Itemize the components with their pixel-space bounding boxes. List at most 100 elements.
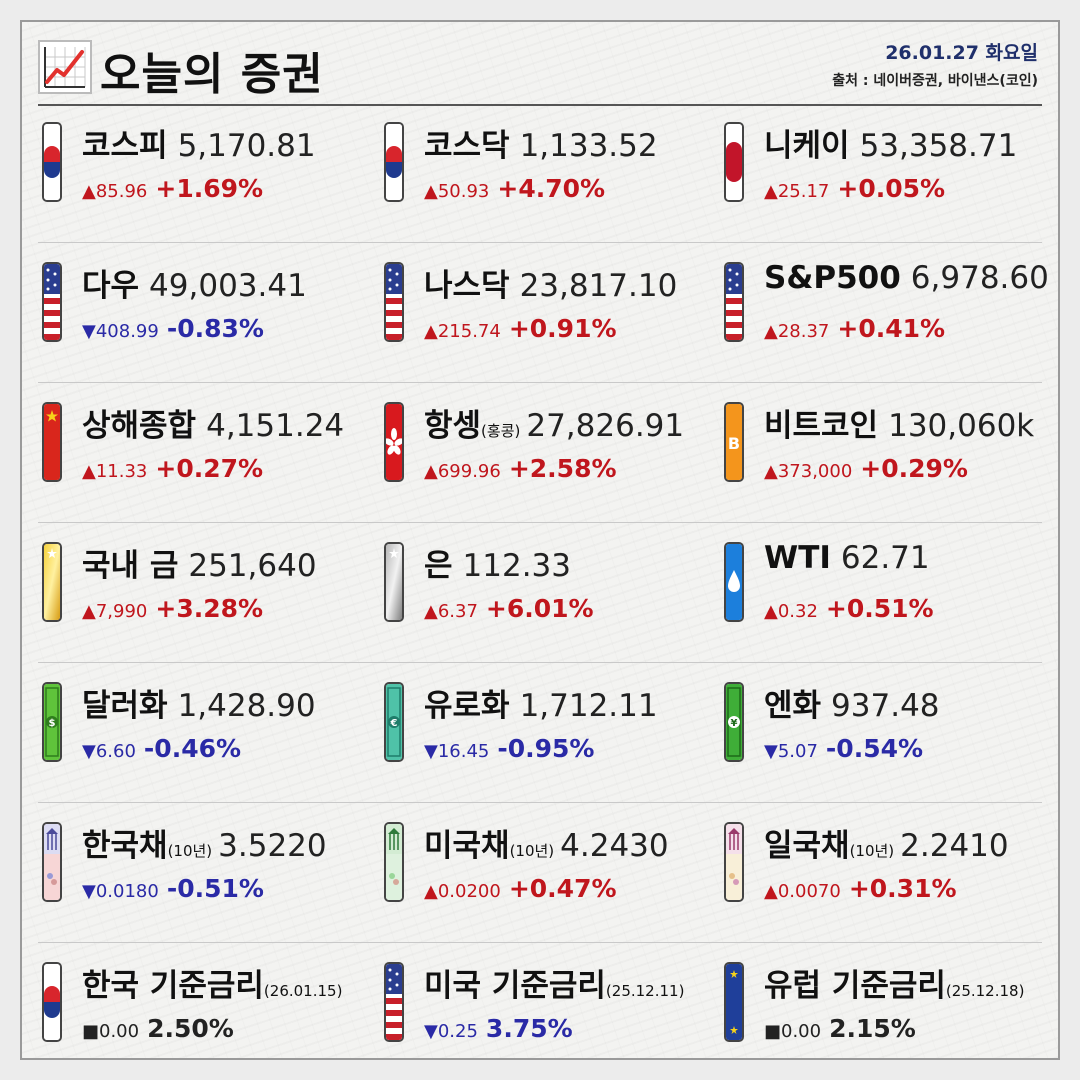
bitcoin-icon: B [724, 402, 744, 482]
item-change: ▲6.37 [424, 601, 478, 622]
item-change: ■0.00 [82, 1021, 140, 1042]
row-divider [38, 942, 1042, 943]
item-percent: 2.15% [829, 1014, 916, 1043]
market-item: $ 달러화 1,428.90 ▼6.60 -0.46% [42, 682, 388, 802]
item-value: 130,060k [888, 408, 1035, 444]
item-value: 3.5220 [218, 828, 327, 864]
market-item: 항셍(홍콩) 27,826.91 ▲699.96 +2.58% [384, 402, 730, 522]
row-divider [38, 242, 1042, 243]
us-flag-icon [724, 262, 744, 342]
korea-bond-icon [42, 822, 62, 902]
us-flag-icon [42, 262, 62, 342]
item-percent: -0.95% [497, 734, 595, 763]
item-name: 유로화 [424, 688, 510, 724]
item-name: 미국 기준금리 [424, 968, 606, 1004]
item-title: 국내 금 251,640 [82, 540, 317, 585]
item-value: 53,358.71 [859, 128, 1018, 164]
market-item: 한국 기준금리(26.01.15) ■0.00 2.50% [42, 960, 388, 1058]
item-value: 1,428.90 [177, 688, 316, 724]
item-title: 코스피 5,170.81 [82, 120, 316, 165]
item-title: S&P500 6,978.60 [764, 260, 1049, 296]
item-value: 937.48 [831, 688, 940, 724]
source-label: 출처 : 네이버증권, 바이낸스(코인) [832, 73, 1038, 89]
item-title: 미국채(10년) 4.2430 [424, 820, 669, 865]
item-percent: 2.50% [147, 1014, 234, 1043]
item-value: 2.2410 [900, 828, 1009, 864]
item-change: ▲0.0070 [764, 881, 841, 902]
item-name: 유럽 기준금리 [764, 968, 946, 1004]
item-percent: +2.58% [508, 454, 617, 483]
item-changes: ■0.00 2.50% [82, 1014, 234, 1043]
item-change: ▼6.60 [82, 741, 136, 762]
item-change: ▼0.0180 [82, 881, 159, 902]
eu-flag-icon [724, 962, 744, 1042]
item-name: 일국채 [764, 828, 850, 864]
us-bond-icon [384, 822, 404, 902]
item-subtitle: (10년) [167, 842, 213, 860]
item-percent: -0.54% [825, 734, 924, 763]
market-item: 코스피 5,170.81 ▲85.96 +1.69% [42, 122, 388, 242]
market-item: 유럽 기준금리(25.12.18) ■0.00 2.15% [724, 962, 1058, 1058]
item-changes: ▲0.0200 +0.47% [424, 874, 617, 903]
item-value: 6,978.60 [910, 260, 1049, 296]
item-percent: +0.51% [825, 594, 934, 623]
item-name: 한국채 [82, 828, 168, 864]
item-value: 1,712.11 [519, 688, 658, 724]
yen-bill-icon: ¥ [724, 682, 744, 762]
japan-flag-icon [724, 122, 744, 202]
item-name: 니케이 [764, 128, 850, 164]
item-percent: +4.70% [497, 174, 606, 203]
us-flag-icon [384, 962, 404, 1042]
hongkong-flag-icon [384, 402, 404, 482]
item-value: 27,826.91 [526, 408, 685, 444]
item-title: 한국 기준금리(26.01.15) [82, 960, 342, 1005]
item-changes: ▲699.96 +2.58% [424, 454, 617, 483]
item-percent: +0.41% [837, 314, 946, 343]
item-changes: ▲0.0070 +0.31% [764, 874, 957, 903]
item-changes: ▲0.32 +0.51% [764, 594, 934, 623]
item-changes: ▲50.93 +4.70% [424, 174, 605, 203]
item-change: ▲699.96 [424, 461, 501, 482]
item-subtitle: (25.12.11) [605, 982, 685, 1000]
item-name: 한국 기준금리 [82, 968, 264, 1004]
item-change: ▼0.25 [424, 1021, 478, 1042]
item-change: ▼5.07 [764, 741, 818, 762]
item-change: ■0.00 [764, 1021, 822, 1042]
item-value: 112.33 [462, 548, 572, 584]
item-value: 4.2430 [560, 828, 669, 864]
item-changes: ▼408.99 -0.83% [82, 314, 264, 343]
svg-text:€: € [390, 718, 398, 729]
item-name: WTI [764, 540, 831, 576]
item-title: 다우 49,003.41 [82, 260, 307, 305]
item-title: 달러화 1,428.90 [82, 680, 316, 725]
item-changes: ▼16.45 -0.95% [424, 734, 594, 763]
item-subtitle: (홍콩) [481, 422, 521, 440]
item-change: ▲25.17 [764, 181, 830, 202]
item-percent: -0.46% [143, 734, 242, 763]
market-item: 코스닥 1,133.52 ▲50.93 +4.70% [384, 122, 730, 242]
item-changes: ▲11.33 +0.27% [82, 454, 263, 483]
korea-flag-icon [384, 122, 404, 202]
market-item: 미국채(10년) 4.2430 ▲0.0200 +0.47% [384, 822, 730, 942]
market-item: 일국채(10년) 2.2410 ▲0.0070 +0.31% [724, 822, 1058, 942]
item-name: 은 [424, 548, 453, 584]
market-item: 미국 기준금리(25.12.11) ▼0.25 3.75% [384, 962, 730, 1058]
market-item: € 유로화 1,712.11 ▼16.45 -0.95% [384, 682, 730, 802]
china-flag-icon [42, 402, 62, 482]
item-changes: ▲7,990 +3.28% [82, 594, 263, 623]
gold-bar-icon [42, 542, 62, 622]
market-item: ¥ 엔화 937.48 ▼5.07 -0.54% [724, 680, 1058, 802]
market-item: S&P500 6,978.60 ▲28.37 +0.41% [724, 260, 1058, 382]
item-title: 엔화 937.48 [764, 680, 940, 725]
date-label: 26.01.27 화요일 [885, 42, 1038, 64]
item-title: WTI 62.71 [764, 540, 930, 576]
item-change: ▲11.33 [82, 461, 148, 482]
item-value: 49,003.41 [149, 268, 307, 304]
item-changes: ▲215.74 +0.91% [424, 314, 617, 343]
item-changes: ▼6.60 -0.46% [82, 734, 241, 763]
item-changes: ▲28.37 +0.41% [764, 314, 945, 343]
market-item: 상해종합 4,151.24 ▲11.33 +0.27% [42, 402, 388, 522]
silver-bar-icon [384, 542, 404, 622]
item-title: 상해종합 4,151.24 [82, 400, 344, 445]
item-changes: ▲6.37 +6.01% [424, 594, 594, 623]
